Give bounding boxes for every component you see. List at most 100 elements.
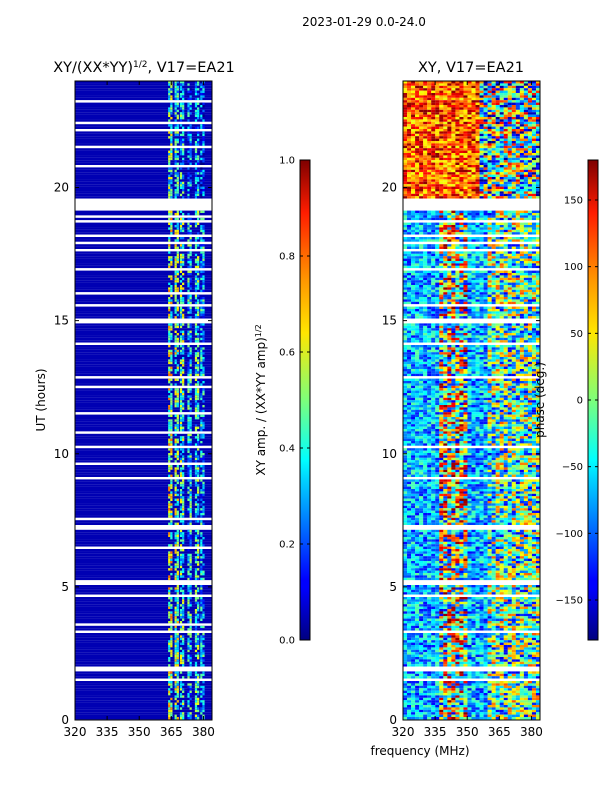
phase-cell (527, 119, 533, 122)
amplitude-cell (176, 647, 179, 650)
phase-cell (475, 172, 480, 175)
phase-cell (515, 239, 520, 242)
amplitude-cell (174, 184, 177, 187)
phase-cell (427, 133, 432, 137)
amplitude-cell (197, 510, 200, 514)
amplitude-cell (189, 601, 192, 605)
phase-cell (531, 191, 537, 194)
phase-cell (531, 141, 537, 144)
phase-cell (439, 114, 444, 118)
phase-cell (499, 121, 504, 125)
phase-cell (511, 160, 516, 163)
amplitude-cell (182, 683, 185, 686)
phase-cell (463, 251, 468, 254)
amplitude-cell (168, 361, 171, 365)
amplitude-cell (170, 301, 173, 305)
phase-cell (439, 193, 444, 197)
amplitude-cell (200, 549, 203, 552)
phase-cell (511, 237, 516, 240)
amplitude-cell (200, 688, 203, 691)
amplitude-cell (200, 673, 203, 677)
phase-cell (407, 136, 412, 139)
amplitude-cell (170, 685, 173, 689)
amplitude-cell (168, 114, 171, 118)
phase-cell (507, 239, 512, 242)
phase-cell (463, 124, 468, 127)
phase-cell (511, 181, 516, 185)
phase-cell (443, 131, 448, 134)
phase-cell (483, 256, 488, 259)
amplitude-cell (174, 534, 177, 538)
phase-cell (415, 282, 420, 286)
phase-cell (415, 153, 420, 156)
amplitude-cell (168, 592, 171, 595)
amplitude-cell (194, 340, 198, 343)
phase-cell (447, 215, 452, 218)
amplitude-cell (202, 397, 205, 401)
amplitude-cell (179, 621, 183, 624)
phase-cell (479, 213, 484, 216)
phase-cell (519, 217, 524, 221)
phase-cell (511, 100, 516, 103)
amplitude-cell (179, 381, 183, 384)
phase-cell (443, 184, 448, 187)
phase-cell (507, 153, 512, 156)
amplitude-cell (187, 700, 190, 703)
amplitude-cell (174, 616, 177, 619)
phase-cell (487, 174, 492, 178)
amplitude-cell (187, 366, 190, 370)
phase-cell (427, 215, 432, 218)
phase-cell (451, 184, 456, 187)
phase-cell (455, 83, 460, 86)
phase-cell (515, 107, 520, 110)
amplitude-cell (168, 330, 171, 334)
phase-cell (511, 225, 516, 228)
amplitude-cell (168, 556, 171, 559)
phase-cell (487, 191, 492, 194)
amplitude-cell (187, 289, 190, 293)
phase-cell (459, 97, 464, 101)
phase-cell (487, 179, 492, 182)
phase-cell (411, 225, 416, 228)
phase-cell (407, 124, 412, 127)
amplitude-cell (179, 484, 183, 487)
phase-cell (427, 239, 432, 242)
phase-cell (487, 186, 492, 190)
amplitude-cell (174, 609, 177, 612)
phase-cell (431, 270, 436, 274)
phase-cell (475, 232, 480, 235)
phase-cell (495, 136, 500, 139)
amplitude-cell (197, 299, 200, 302)
phase-cell (431, 282, 436, 286)
amplitude-cell (187, 659, 190, 662)
amplitude-cell (168, 553, 171, 557)
phase-cell (515, 277, 520, 281)
amplitude-cell (179, 520, 183, 523)
amplitude-row (75, 330, 212, 334)
amplitude-cell (194, 153, 198, 156)
amplitude-row (75, 109, 212, 113)
phase-cell (467, 97, 472, 101)
amplitude-cell (200, 253, 203, 257)
phase-cell (411, 246, 416, 250)
phase-cell (495, 97, 500, 101)
phase-cell (427, 102, 432, 106)
amplitude-cell (189, 294, 192, 298)
amplitude-x-tick-label: 350 (128, 725, 151, 739)
phase-cell (459, 162, 464, 166)
phase-cell (427, 191, 432, 194)
amplitude-cell (179, 313, 183, 317)
amplitude-cell (197, 534, 200, 538)
amplitude-cell (168, 515, 171, 518)
phase-cell (415, 184, 420, 187)
amplitude-cell (200, 457, 203, 461)
phase-cell (471, 119, 476, 122)
phase-cell (495, 90, 500, 94)
amplitude-cell (174, 294, 177, 298)
phase-cell (435, 157, 440, 161)
amplitude-cell (194, 558, 198, 562)
amplitude-cell (174, 438, 177, 442)
amplitude-cell (176, 690, 179, 694)
phase-cell (455, 181, 460, 185)
phase-cell (511, 265, 516, 269)
